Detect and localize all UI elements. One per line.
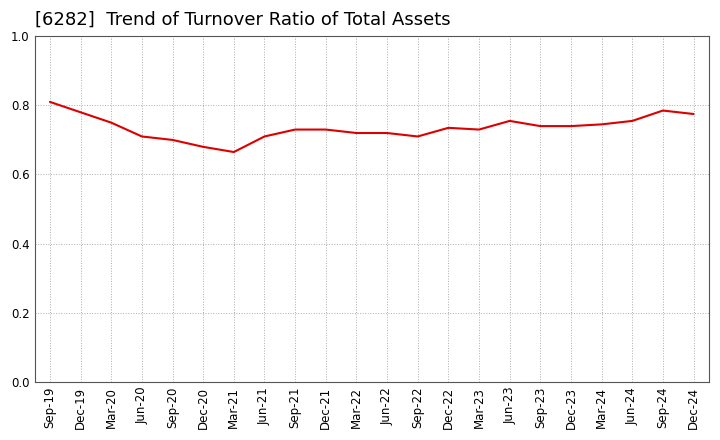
Text: [6282]  Trend of Turnover Ratio of Total Assets: [6282] Trend of Turnover Ratio of Total … xyxy=(35,11,450,29)
